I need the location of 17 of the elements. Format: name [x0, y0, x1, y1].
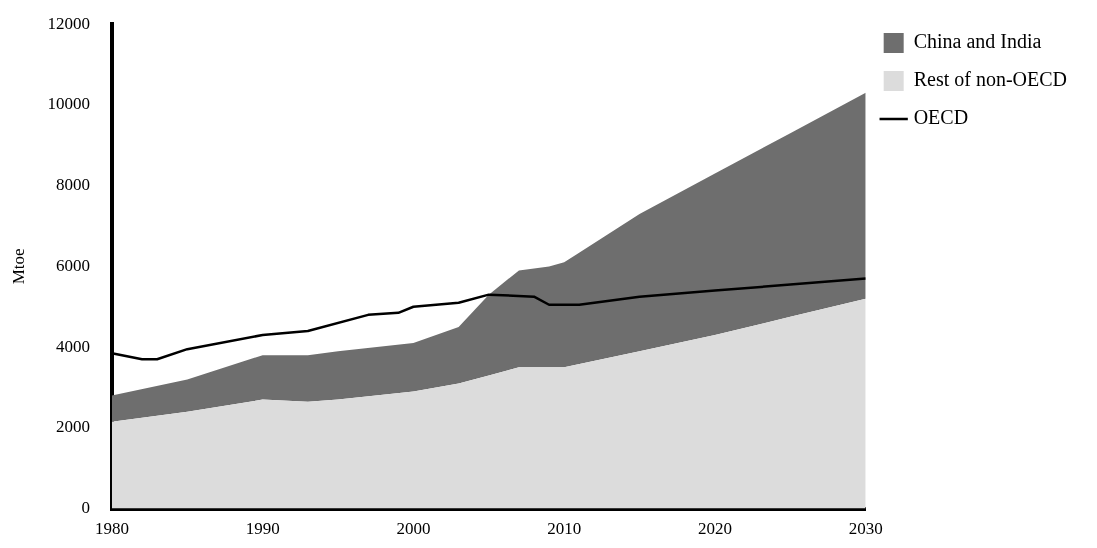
- legend-label: Rest of non-OECD: [913, 68, 1068, 91]
- y-tick-label: 12000: [47, 13, 90, 33]
- x-tick-label: 2030: [848, 519, 883, 539]
- y-tick-label: 8000: [55, 175, 90, 195]
- x-tick-label: 2000: [396, 519, 431, 539]
- y-tick-label: 10000: [47, 94, 90, 114]
- y-tick-label: 4000: [55, 336, 90, 356]
- y-tick-label: 2000: [55, 417, 90, 437]
- y-tick-label: 0: [81, 498, 90, 518]
- legend-label: OECD: [913, 106, 969, 129]
- x-tick-label: 1980: [94, 519, 129, 539]
- x-tick-label: 2010: [547, 519, 582, 539]
- legend-label: China and India: [913, 30, 1042, 53]
- y-axis-title: Mtoe: [8, 248, 28, 285]
- x-tick-label: 2020: [697, 519, 732, 539]
- x-tick-label: 1990: [245, 519, 280, 539]
- y-tick-label: 6000: [55, 255, 90, 275]
